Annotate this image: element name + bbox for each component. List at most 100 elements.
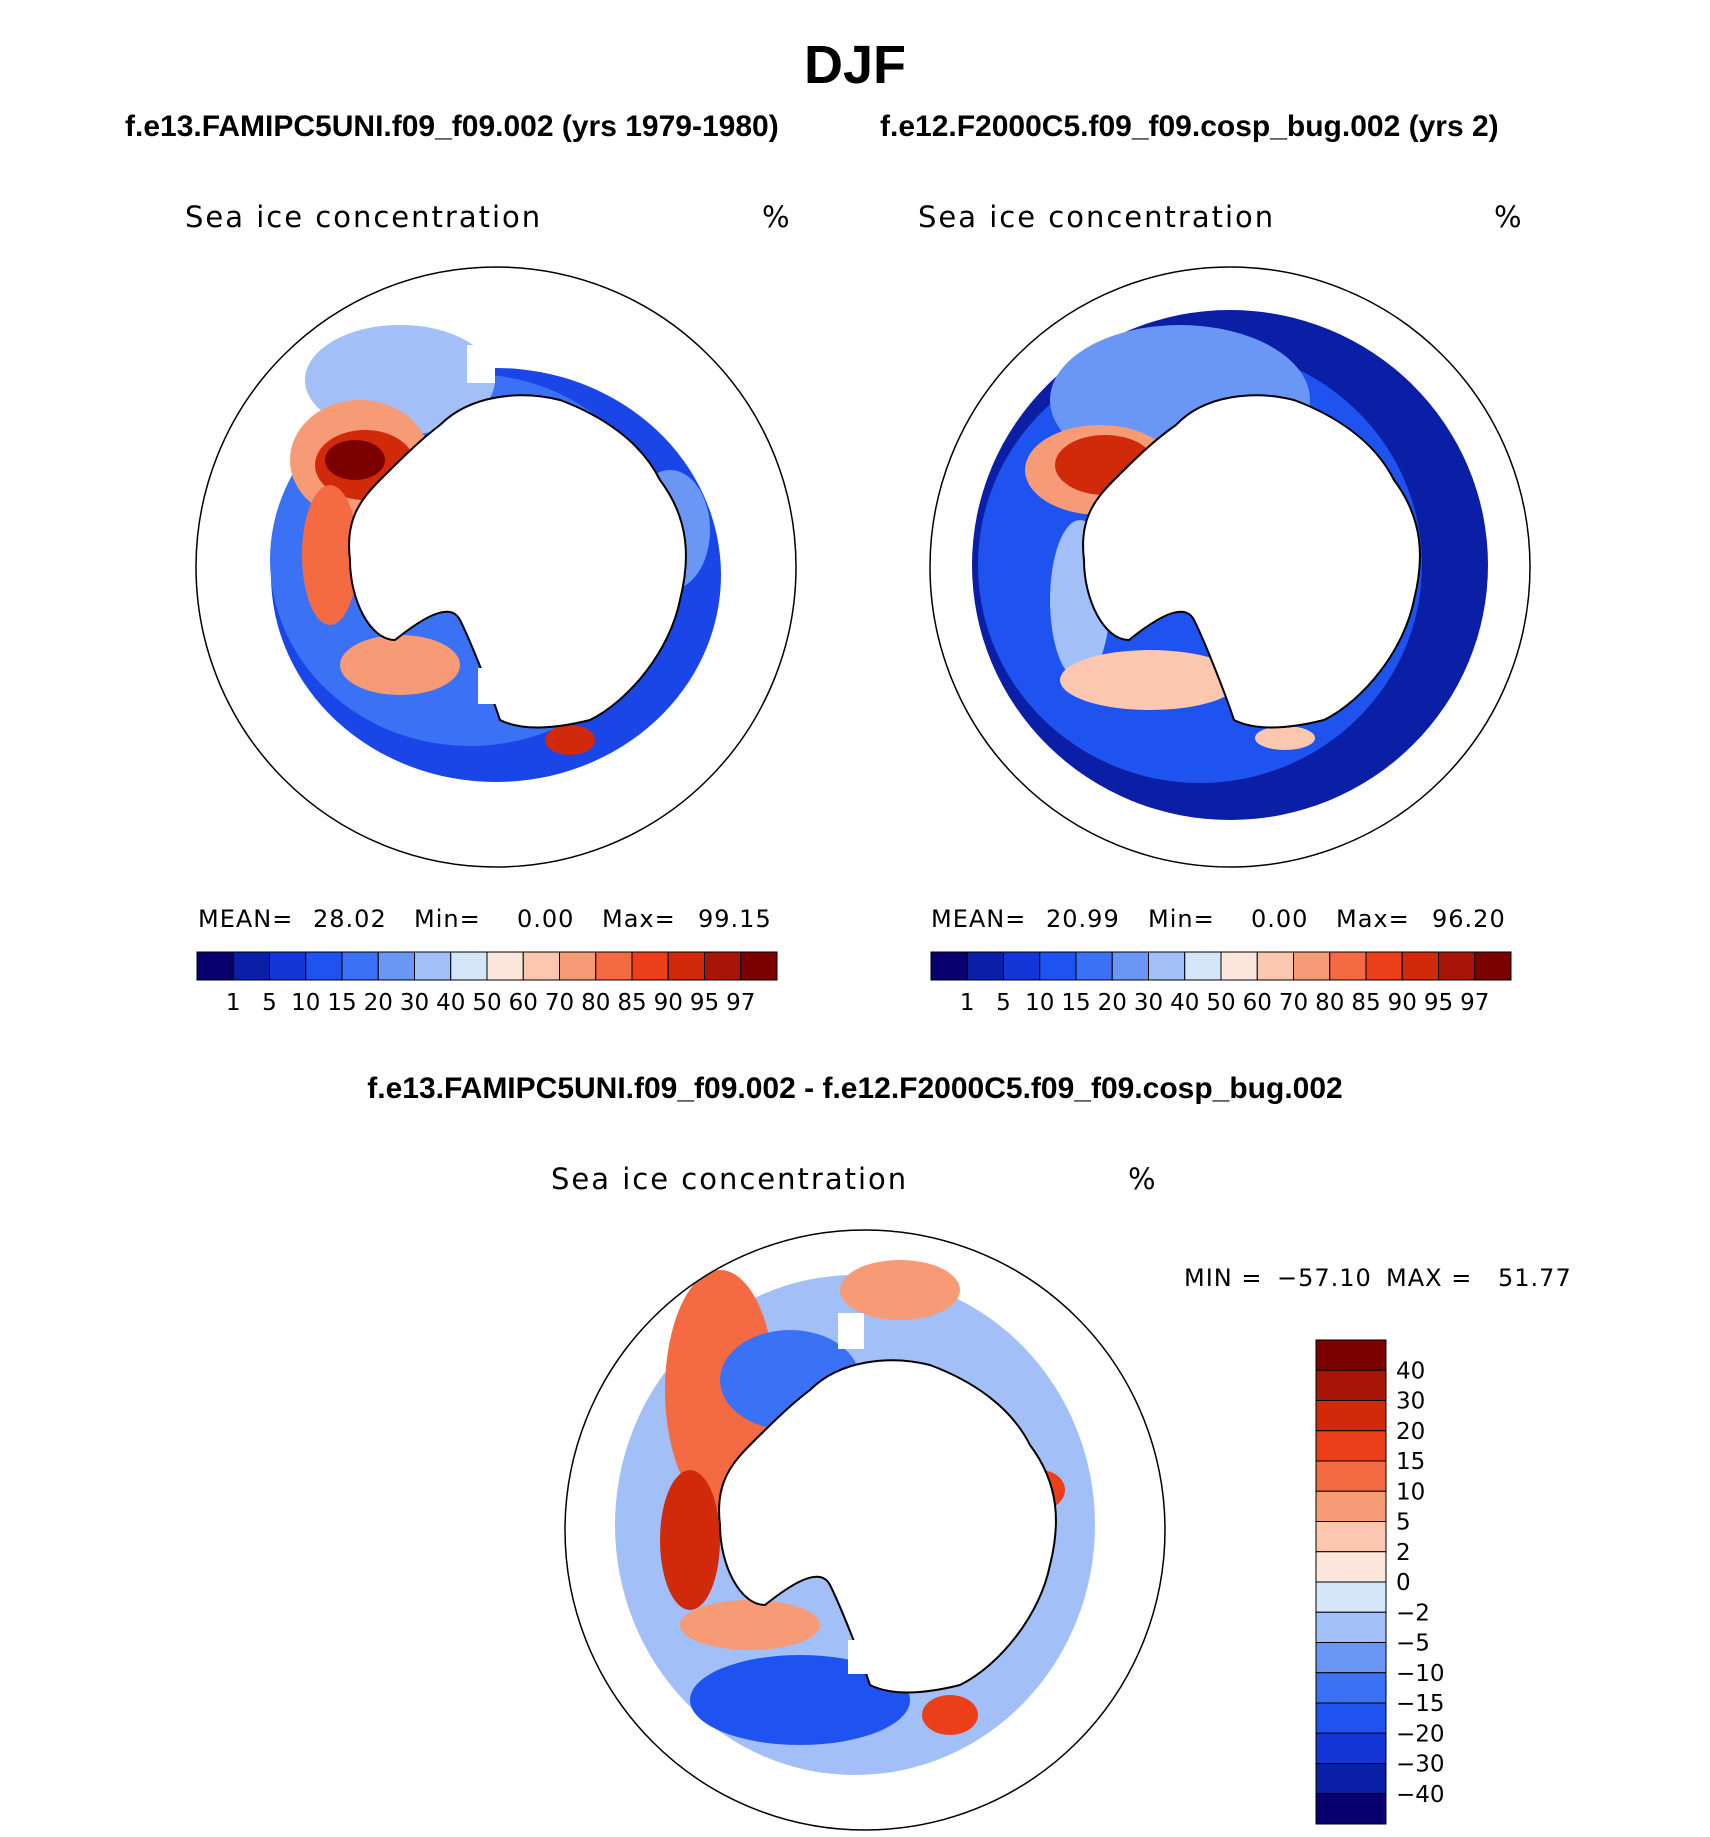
diff-colorbar-box [1315, 1702, 1387, 1734]
left-missing-data-patch-1 [467, 345, 495, 383]
left-ice-bellingshausen [302, 485, 358, 625]
right-colorbar-box [1365, 951, 1403, 981]
right-colorbar-tick-label: 5 [996, 990, 1011, 1016]
left-colorbar-tick-label: 1 [226, 990, 241, 1016]
right-colorbar-box [1148, 951, 1186, 981]
right-min-value: 0.00 [1251, 905, 1309, 933]
diff-colorbar-tick-label: 0 [1396, 1570, 1411, 1596]
left-panel-subtitle: f.e13.FAMIPC5UNI.f09_f09.002 (yrs 1979-1… [125, 110, 779, 143]
diff-colorbar-tick-label: 15 [1396, 1449, 1425, 1475]
diff-missing-data-patch-2 [848, 1640, 870, 1674]
right-colorbar-box [1438, 951, 1476, 981]
diff-colorbar-tick-label: −30 [1396, 1752, 1445, 1778]
right-colorbar-tick-label: 80 [1315, 990, 1344, 1016]
diff-colorbar-box [1315, 1672, 1387, 1704]
diff-colorbar-tick-label: −40 [1396, 1782, 1445, 1808]
left-colorbar-box [522, 951, 560, 981]
left-colorbar: 1 5 10 15 20 30 40 50 60 70 80 85 90 95 97 [196, 951, 778, 1016]
diff-colorbar-box [1315, 1460, 1387, 1492]
right-colorbar-tick-label: 1 [960, 990, 975, 1016]
left-colorbar-box [414, 951, 452, 981]
diff-colorbar-box [1315, 1642, 1387, 1674]
right-ice-ross [1060, 650, 1240, 710]
diff-field-bellingshausen [660, 1470, 720, 1610]
diff-field-east-warm [922, 1695, 978, 1735]
left-colorbar-tick-label: 70 [545, 990, 574, 1016]
left-colorbar-tick-label: 50 [472, 990, 501, 1016]
right-colorbar: 1 5 10 15 20 30 40 50 60 70 80 85 90 95 97 [930, 951, 1512, 1016]
diff-colorbar-box [1315, 1430, 1387, 1462]
right-map [929, 266, 1531, 868]
left-variable-label: Sea ice concentration [185, 200, 543, 234]
diff-colorbar-tick-label: −2 [1396, 1600, 1430, 1626]
diff-colorbar-box [1315, 1793, 1387, 1825]
right-mean-value: 20.99 [1046, 905, 1120, 933]
diff-colorbar-tick-label: 2 [1396, 1540, 1411, 1566]
right-map-boundary [929, 266, 1531, 868]
right-colorbar-box [1184, 951, 1222, 981]
left-map-boundary [195, 266, 797, 868]
left-colorbar-box [341, 951, 379, 981]
right-colorbar-tick-label: 60 [1243, 990, 1272, 1016]
diff-colorbar-tick-label: 10 [1396, 1479, 1425, 1505]
diff-max-value: 51.77 [1498, 1264, 1572, 1292]
right-colorbar-box [1220, 951, 1258, 981]
left-colorbar-box [232, 951, 270, 981]
left-max-value: 99.15 [698, 905, 772, 933]
right-colorbar-box [1075, 951, 1113, 981]
diff-min-label: MIN = [1184, 1264, 1263, 1292]
right-colorbar-box [1003, 951, 1041, 981]
diff-colorbar-tick-label: 5 [1396, 1510, 1411, 1536]
right-colorbar-box [1039, 951, 1077, 981]
right-ice-east [1255, 726, 1315, 750]
right-colorbar-tick-label: 70 [1279, 990, 1308, 1016]
left-colorbar-tick-label: 5 [262, 990, 277, 1016]
left-colorbar-tick-label: 30 [400, 990, 429, 1016]
right-colorbar-box [1293, 951, 1331, 981]
diff-colorbar-box [1315, 1400, 1387, 1432]
diff-colorbar-box [1315, 1490, 1387, 1522]
right-colorbar-box [1474, 951, 1512, 981]
left-min-value: 0.00 [517, 905, 575, 933]
right-min-label: Min= [1148, 905, 1215, 933]
left-colorbar-box [667, 951, 705, 981]
diff-colorbar-tick-label: −20 [1396, 1721, 1445, 1747]
left-colorbar-tick-label: 60 [509, 990, 538, 1016]
right-colorbar-tick-label: 15 [1061, 990, 1090, 1016]
left-colorbar-box [305, 951, 343, 981]
right-colorbar-box [1111, 951, 1149, 981]
left-colorbar-box [559, 951, 597, 981]
diff-colorbar-tick-label: 40 [1396, 1358, 1425, 1384]
left-colorbar-tick-label: 10 [291, 990, 320, 1016]
left-colorbar-tick-label: 20 [364, 990, 393, 1016]
left-colorbar-tick-label: 85 [617, 990, 646, 1016]
left-colorbar-box [631, 951, 669, 981]
right-colorbar-tick-label: 50 [1206, 990, 1235, 1016]
left-ice-ross [340, 635, 460, 695]
diff-colorbar-box [1315, 1732, 1387, 1764]
diff-colorbar-box [1315, 1521, 1387, 1553]
left-colorbar-box [704, 951, 742, 981]
diff-colorbar-tick-label: 20 [1396, 1419, 1425, 1445]
diff-colorbar-box [1315, 1369, 1387, 1401]
right-mean-label: MEAN= [931, 905, 1027, 933]
left-colorbar-tick-label: 80 [581, 990, 610, 1016]
diff-map-boundary [564, 1229, 1166, 1831]
right-max-label: Max= [1336, 905, 1410, 933]
left-colorbar-tick-label: 95 [690, 990, 719, 1016]
diff-colorbar-box [1315, 1551, 1387, 1583]
right-colorbar-box [1329, 951, 1367, 981]
right-unit-label: % [1494, 200, 1522, 234]
left-colorbar-box [450, 951, 488, 981]
right-colorbar-tick-label: 10 [1025, 990, 1054, 1016]
diff-colorbar-tick-label: −10 [1396, 1661, 1445, 1687]
right-colorbar-tick-label: 30 [1134, 990, 1163, 1016]
left-mean-value: 28.02 [313, 905, 387, 933]
diff-map [564, 1229, 1166, 1831]
left-colorbar-box [740, 951, 778, 981]
diff-unit-label: % [1128, 1162, 1156, 1196]
left-min-label: Min= [414, 905, 481, 933]
left-max-label: Max= [602, 905, 676, 933]
